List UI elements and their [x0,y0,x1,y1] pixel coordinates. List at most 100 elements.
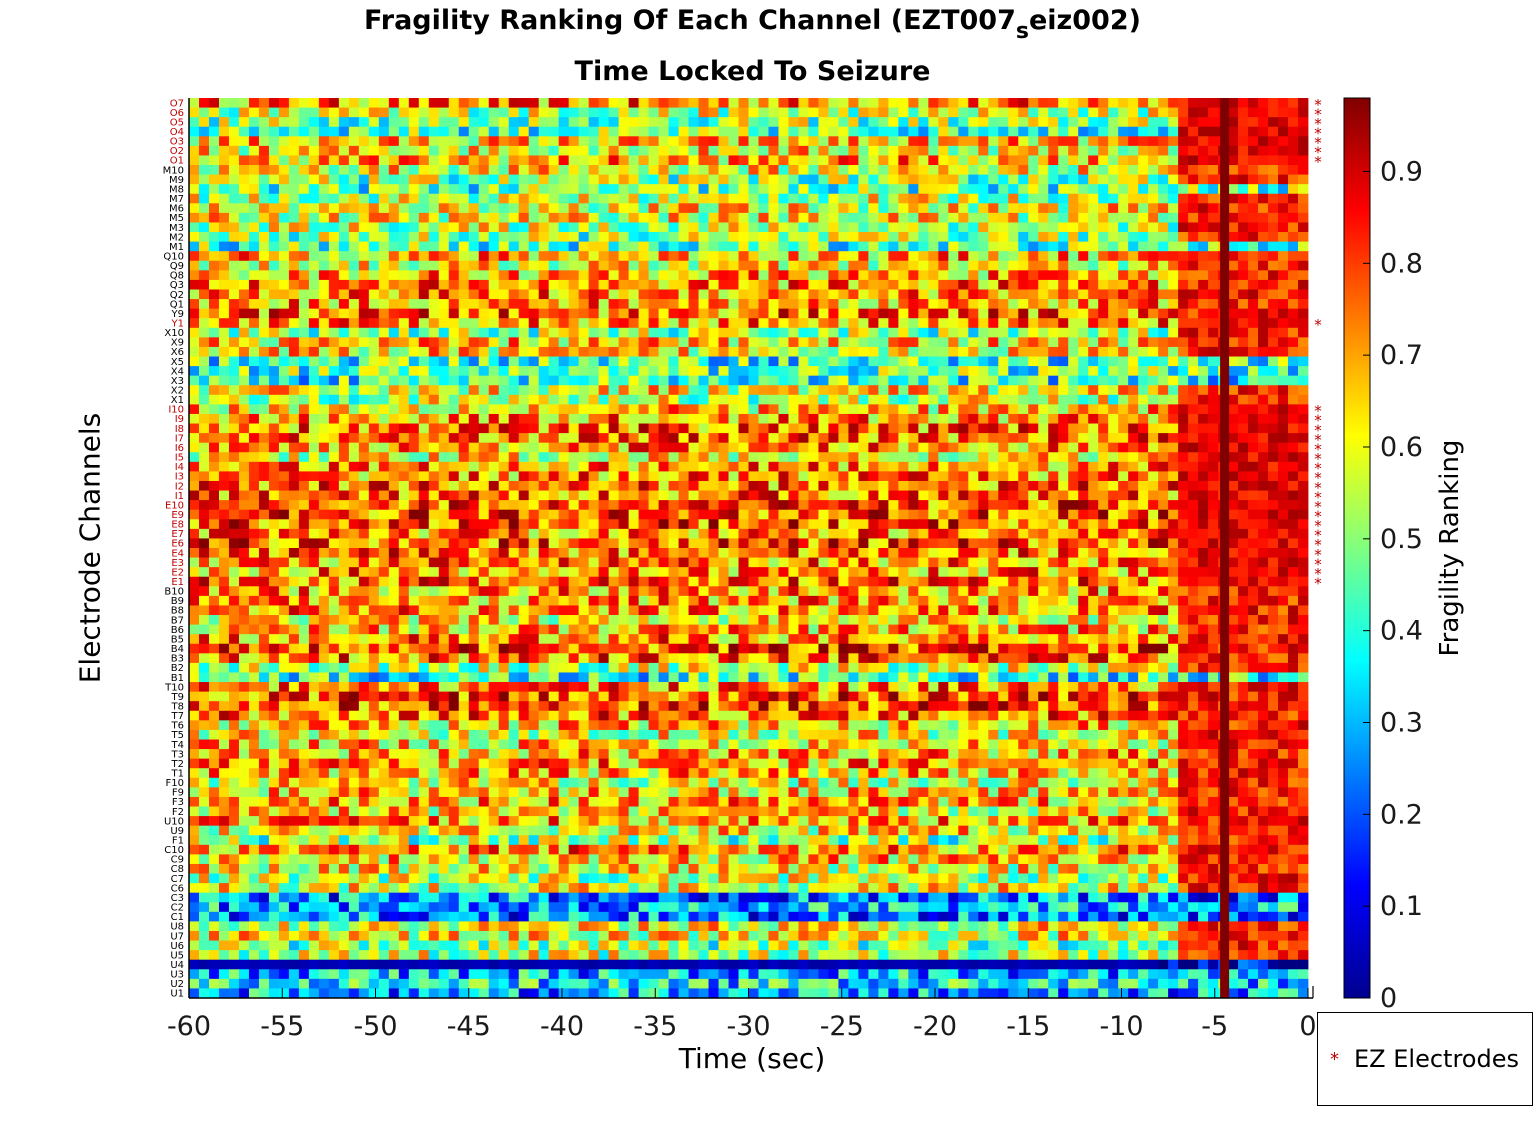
heatmap-cell [918,308,929,319]
heatmap-cell [428,136,440,147]
heatmap-cell [938,107,949,118]
heatmap-cell [328,318,340,329]
heatmap-cell [288,519,300,530]
heatmap-cell [578,117,590,128]
heatmap-cell [718,193,729,204]
heatmap-cell [758,222,769,233]
heatmap-cell [1148,423,1159,434]
heatmap-cell [338,375,350,386]
heatmap-cell [1158,193,1169,204]
heatmap-cell [578,356,590,367]
heatmap-cell [648,145,659,156]
heatmap-cell [838,413,849,424]
heatmap-cell [298,107,310,118]
heatmap-cell [318,222,330,233]
heatmap-cell [508,404,520,415]
heatmap-cell [818,433,829,444]
heatmap-cell [758,260,769,271]
heatmap-cell [828,232,839,243]
heatmap-cell [338,480,350,491]
heatmap-cell [798,232,809,243]
heatmap-cell [488,500,500,511]
heatmap-cell [598,232,610,243]
heatmap-cell [498,346,510,357]
heatmap-cell [208,117,220,128]
heatmap-cell [528,212,540,223]
heatmap-cell [578,232,590,243]
heatmap-cell [388,98,400,108]
heatmap-cell [278,232,290,243]
heatmap-cell [578,442,590,453]
heatmap-cell [968,375,979,386]
heatmap-cell [898,155,909,166]
heatmap-cell [778,126,789,137]
heatmap-cell [478,423,490,434]
heatmap-cell [1098,270,1109,281]
heatmap-cell [488,519,500,530]
heatmap-cell [1128,413,1139,424]
heatmap-cell [338,299,350,310]
heatmap-cell [568,251,580,262]
heatmap-cell [668,222,679,233]
heatmap-cell [189,356,200,367]
heatmap-cell [668,126,679,137]
heatmap-cell [348,165,360,175]
heatmap-cell [288,193,300,204]
heatmap-cell [1108,193,1119,204]
heatmap-cell [1268,241,1279,252]
heatmap-cell [678,222,689,233]
heatmap-cell [618,413,630,424]
heatmap-cell [708,251,719,262]
heatmap-cell [898,375,909,386]
heatmap-cell [758,145,769,156]
heatmap-cell [748,203,759,214]
heatmap-cell [428,327,440,338]
heatmap-cell [698,413,709,424]
heatmap-cell [318,232,330,243]
heatmap-cell [618,260,630,271]
heatmap-cell [688,260,699,271]
heatmap-cell [998,289,1009,300]
heatmap-cell [728,375,739,386]
heatmap-cell [818,394,829,405]
heatmap-cell [778,260,789,271]
heatmap-cell [948,184,959,195]
heatmap-cell [408,452,420,463]
heatmap-cell [338,174,350,185]
heatmap-cell [778,413,789,424]
heatmap-cell [608,423,620,434]
heatmap-cell [738,174,749,185]
heatmap-cell [278,337,290,348]
heatmap-cell [868,107,879,118]
heatmap-cell [898,404,909,415]
heatmap-cell [378,193,390,204]
heatmap-cell [1078,423,1089,434]
heatmap-cell [778,289,789,300]
heatmap-cell [388,279,400,290]
heatmap-cell [858,509,869,520]
heatmap-cell [1258,461,1269,472]
heatmap-cell [598,500,610,511]
heatmap-cell [768,404,779,415]
heatmap-cell [1088,509,1099,520]
heatmap-cell [798,212,809,223]
heatmap-cell [1098,490,1109,501]
heatmap-cell [618,500,630,511]
heatmap-cell [458,270,470,281]
heatmap-cell [708,366,719,377]
heatmap-cell [1008,126,1019,137]
heatmap-cell [1208,212,1219,223]
heatmap-cell [428,404,440,415]
heatmap-cell [1208,165,1219,175]
heatmap-cell [898,232,909,243]
heatmap-cell [338,356,350,367]
heatmap-cell [468,404,480,415]
heatmap-cell [978,222,989,233]
heatmap-cell [668,433,679,444]
heatmap-cell [618,471,630,482]
heatmap-cell [618,241,630,252]
heatmap-cell [488,299,500,310]
heatmap-cell [728,193,739,204]
heatmap-cell [218,155,230,166]
heatmap-cell [838,222,849,233]
